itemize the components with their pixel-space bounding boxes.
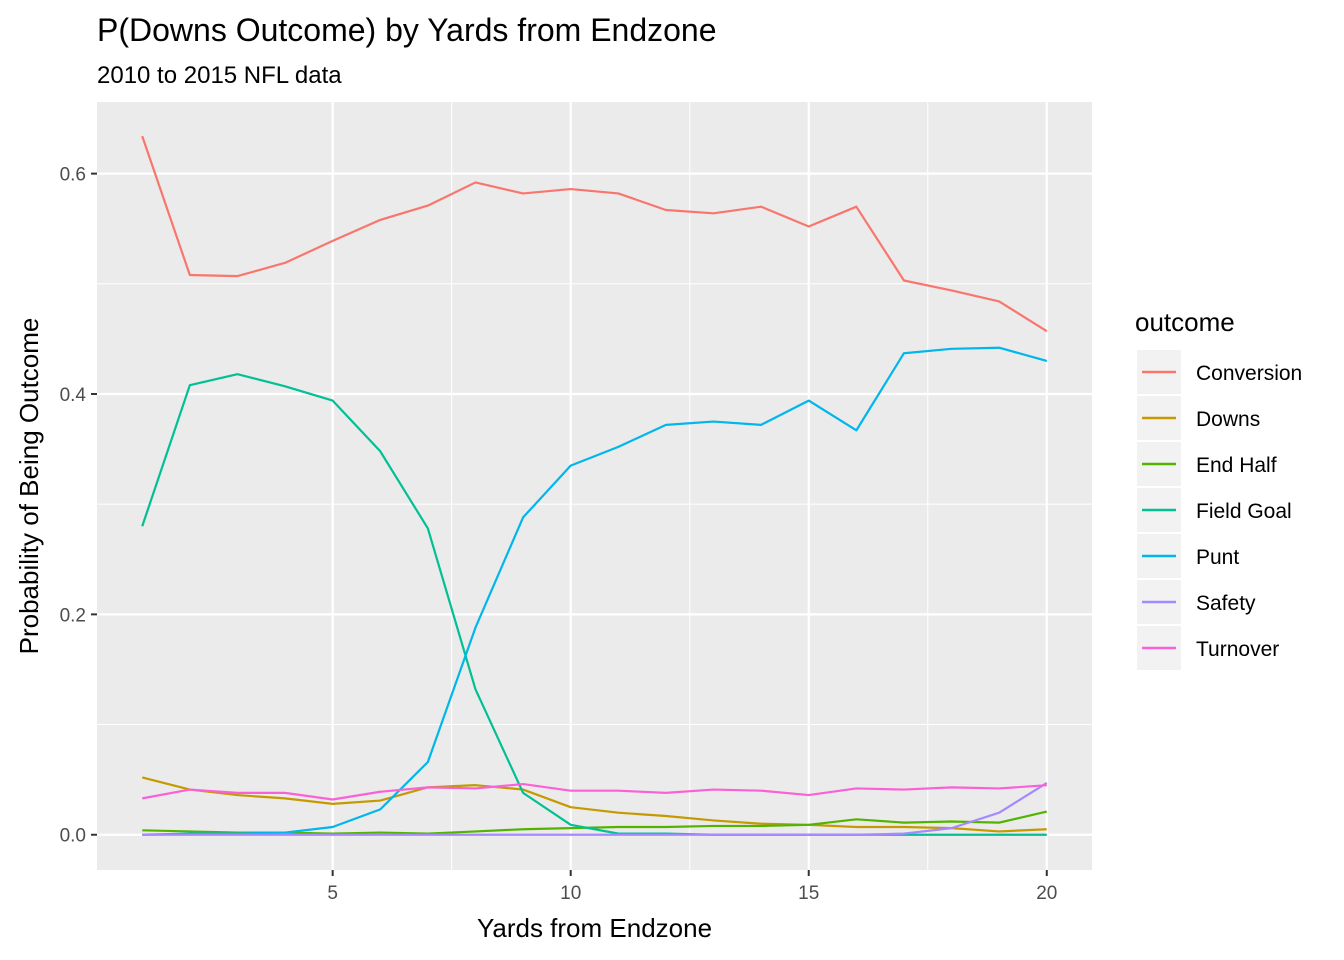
legend-label: Punt — [1196, 546, 1239, 569]
x-tick-label: 15 — [798, 883, 819, 904]
legend-label: Conversion — [1196, 362, 1302, 385]
plot-panel — [97, 102, 1092, 870]
minor-gridlines — [97, 102, 1092, 870]
legend-label: Turnover — [1196, 638, 1279, 661]
series-line-turnover — [142, 782, 1047, 801]
y-tick-label: 0.4 — [60, 385, 87, 406]
y-tick-label: 0.6 — [60, 165, 86, 186]
series-line-safety — [142, 782, 1048, 836]
series-line-punt — [142, 346, 1048, 836]
legend-label: Safety — [1196, 592, 1256, 615]
x-tick-label: 5 — [327, 883, 338, 904]
x-axis-title: Yards from Endzone — [477, 913, 712, 943]
chart-subtitle: 2010 to 2015 NFL data — [97, 62, 342, 89]
series-line-conversion — [141, 135, 1048, 333]
legend-label: Field Goal — [1196, 500, 1292, 523]
legend-title: outcome — [1135, 307, 1235, 337]
series-line-downs — [141, 776, 1047, 833]
series-lines — [141, 135, 1048, 836]
y-tick-label: 0.0 — [60, 826, 86, 847]
x-tick-label: 10 — [560, 883, 581, 904]
y-axis-title: Probability of Being Outcome — [14, 318, 44, 655]
legend-label: End Half — [1196, 454, 1277, 477]
y-tick-label: 0.2 — [60, 605, 86, 626]
legend-label: Downs — [1196, 408, 1260, 431]
legend: outcome Conversion Downs End Half Field Goa… — [1135, 307, 1302, 670]
y-axis-ticks: 0.0 0.2 0.4 0.6 — [60, 165, 97, 847]
x-axis-ticks: 5 10 15 20 — [327, 870, 1057, 904]
x-tick-label: 20 — [1036, 883, 1057, 904]
chart-title: P(Downs Outcome) by Yards from Endzone — [97, 12, 717, 48]
